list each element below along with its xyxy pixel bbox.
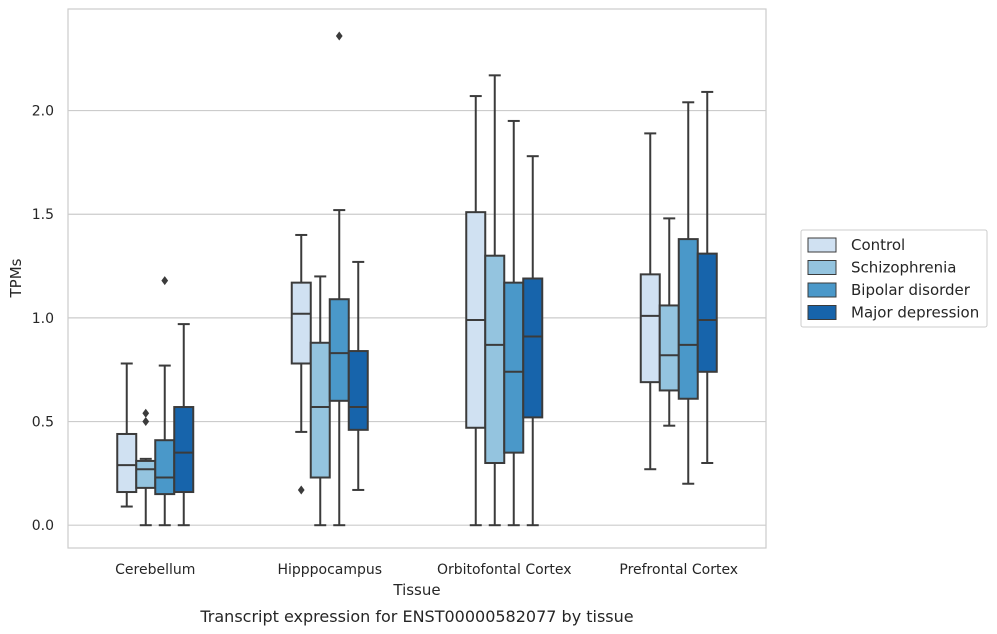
outlier-point (142, 417, 150, 427)
legend-swatch (807, 282, 837, 298)
plot-frame (67, 8, 767, 549)
legend-swatch (807, 305, 837, 320)
legend-frame (800, 229, 988, 328)
y-tick-label: 1.0 (32, 311, 54, 327)
x-axis-label: Tissue (392, 581, 440, 599)
box-iqr (290, 281, 312, 365)
box-schizophrenia (658, 217, 680, 427)
x-tick-label: Hipppocampus (277, 562, 382, 578)
box-schizophrenia (309, 275, 331, 527)
box-control (290, 233, 312, 495)
outlier-point (161, 276, 169, 286)
x-tick-label: Cerebellum (115, 562, 195, 578)
box-iqr (484, 254, 506, 465)
box-iqr (639, 273, 661, 384)
box-iqr (677, 238, 699, 400)
boxes (116, 31, 718, 527)
box-iqr (154, 439, 176, 496)
legend-swatch (807, 237, 837, 253)
box-iqr (309, 341, 331, 479)
chart-caption: Transcript expression for ENST0000058207… (199, 607, 633, 626)
y-tick-label: 2.0 (32, 104, 54, 120)
box-iqr (696, 252, 718, 373)
box-iqr (503, 281, 525, 454)
y-tick-label: 0.5 (32, 415, 54, 431)
legend-label: Control (851, 236, 905, 254)
y-tick-label: 0.0 (32, 518, 54, 534)
legend-swatch (807, 260, 837, 275)
outlier-point (335, 31, 343, 41)
y-tick-labels: 0.0 0.5 1.0 1.5 2.0 (32, 104, 54, 535)
box-iqr (328, 298, 350, 402)
box-major-depression (696, 90, 718, 465)
outlier-point (142, 408, 150, 418)
box-iqr (173, 406, 195, 494)
box-bipolar-disorder (328, 31, 350, 527)
box-iqr (347, 350, 369, 431)
legend-label: Bipolar disorder (851, 281, 971, 299)
box-iqr (116, 432, 138, 494)
box-major-depression (173, 323, 195, 527)
x-tick-label: Prefrontal Cortex (619, 562, 738, 578)
y-axis-label: TPMs (7, 258, 25, 298)
x-tick-label: Orbitofontal Cortex (437, 562, 572, 578)
box-control (116, 362, 138, 508)
legend-label: Schizophrenia (851, 259, 956, 277)
box-major-depression (347, 260, 369, 491)
x-tick-labels: Cerebellum Hipppocampus Orbitofontal Corte… (115, 562, 738, 578)
box-iqr (658, 304, 680, 392)
box-major-depression (522, 155, 544, 527)
box-bipolar-disorder (154, 276, 176, 527)
legend-label: Major depression (851, 304, 979, 322)
box-iqr (135, 459, 157, 489)
legend: Control Schizophrenia Bipolar disorder Majo… (800, 229, 988, 328)
box-iqr (522, 277, 544, 419)
y-tick-label: 1.5 (32, 207, 54, 223)
outlier-point (297, 485, 305, 495)
box-bipolar-disorder (677, 101, 699, 485)
